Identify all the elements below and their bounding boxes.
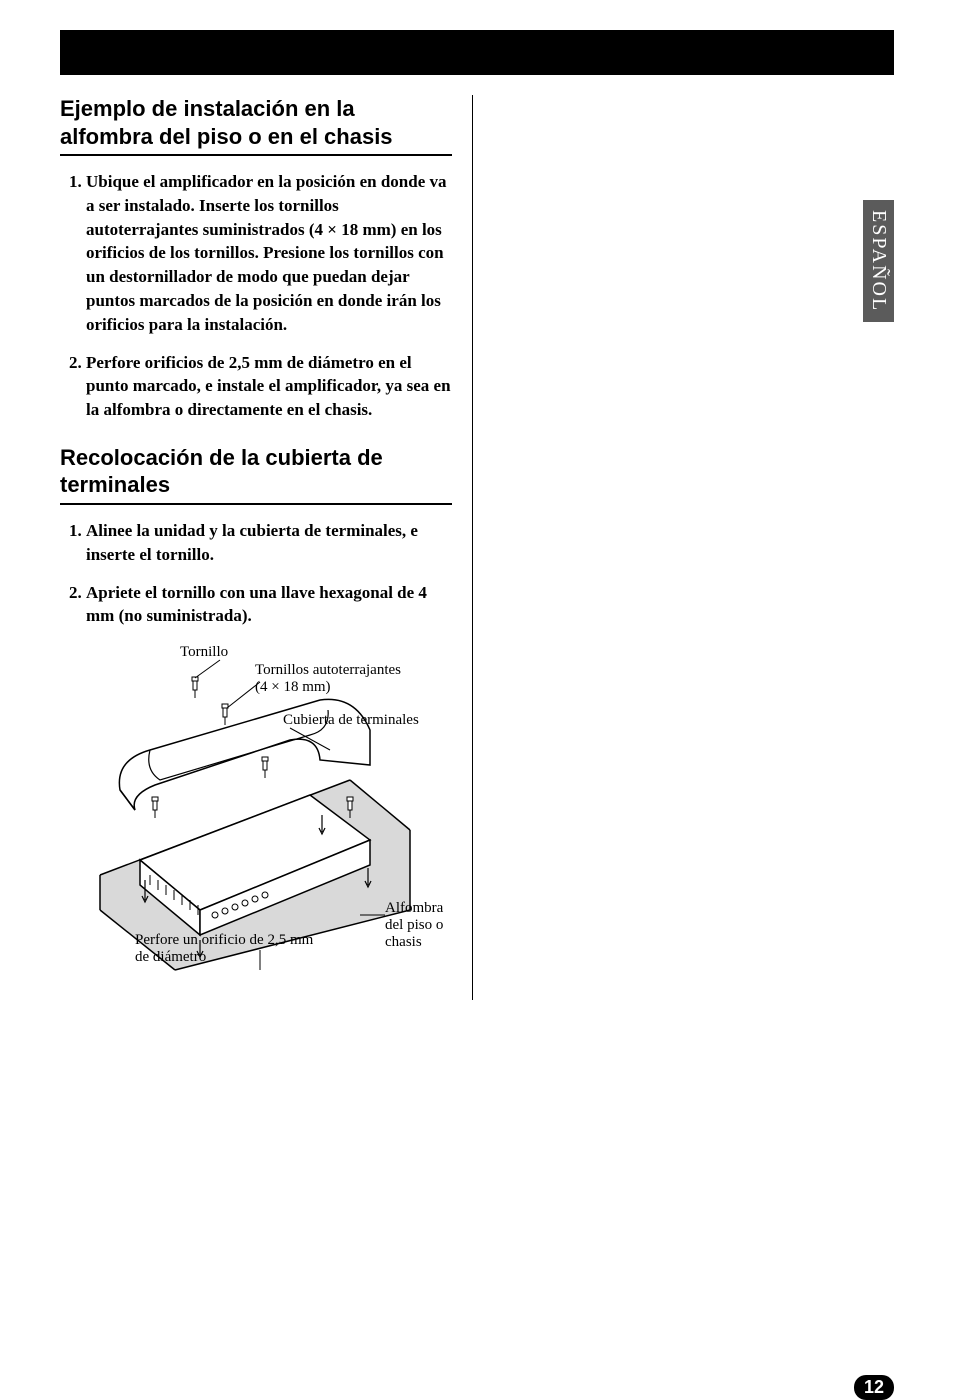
list-item: Perfore orificios de 2,5 mm de diámetro … (86, 351, 452, 422)
screw-icon (262, 757, 268, 778)
screw-icon (152, 797, 158, 818)
figure-label-orificio: Perfore un orificio de 2,5 mm de diámetr… (135, 932, 313, 966)
label-line: Tornillos autoterrajantes (255, 662, 401, 678)
header-black-bar (60, 30, 894, 75)
figure-label-tornillo: Tornillo (180, 644, 228, 661)
section1-list: Ubique el amplificador en la posición en… (60, 170, 452, 422)
figure-label-autoterrajantes: Tornillos autoterrajantes (4 × 18 mm) (255, 662, 401, 696)
list-item: Alinee la unidad y la cubierta de termin… (86, 519, 452, 567)
label-line: chasis (385, 934, 422, 950)
language-tab: ESPAÑOL (863, 200, 894, 322)
label-line: Alfombra (385, 900, 443, 916)
right-column (503, 95, 895, 1000)
installation-figure: Tornillo Tornillos autoterrajantes (4 × … (60, 650, 452, 1000)
list-item: Apriete el tornillo con una llave hexago… (86, 581, 452, 629)
list-item: Ubique el amplificador en la posición en… (86, 170, 452, 337)
page-number: 12 (854, 1375, 894, 1400)
section2-list: Alinee la unidad y la cubierta de termin… (60, 519, 452, 628)
left-column: Ejemplo de instalación en la alfombra de… (60, 95, 473, 1000)
screw-icon (192, 677, 198, 698)
label-line: del piso o (385, 917, 443, 933)
label-line: (4 × 18 mm) (255, 679, 331, 695)
label-line: Perfore un orificio de 2,5 mm (135, 932, 313, 948)
figure-label-cubierta: Cubierta de terminales (283, 712, 419, 729)
two-column-layout: Ejemplo de instalación en la alfombra de… (60, 95, 894, 1000)
screw-icon (222, 704, 228, 725)
page-content: ESPAÑOL Ejemplo de instalación en la alf… (0, 95, 954, 1040)
section1-title: Ejemplo de instalación en la alfombra de… (60, 95, 452, 156)
label-line: de diámetro (135, 949, 206, 965)
figure-label-alfombra: Alfombra del piso o chasis (385, 900, 443, 951)
section2-title: Recolocación de la cubierta de terminale… (60, 444, 452, 505)
